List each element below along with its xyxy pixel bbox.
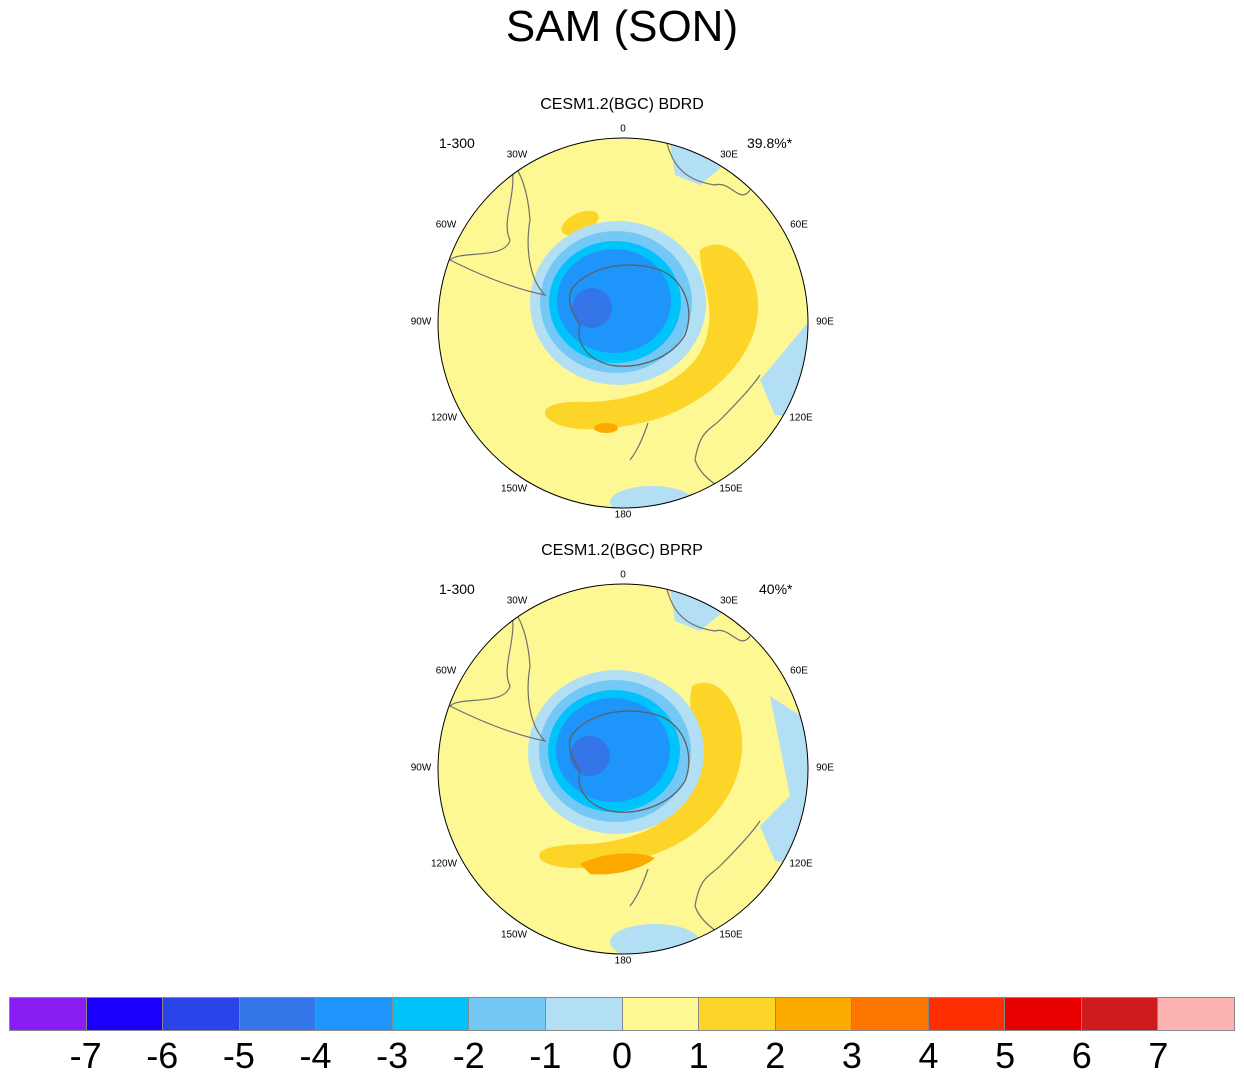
lon-label: 90W bbox=[410, 762, 432, 774]
colorbar-swatch bbox=[622, 998, 700, 1030]
negative-ring-4 bbox=[557, 249, 671, 353]
colorbar-swatch bbox=[852, 998, 929, 1030]
south-america-coast bbox=[448, 605, 547, 742]
colorbar-tick-label: -3 bbox=[376, 1035, 409, 1076]
colorbar-swatch bbox=[1005, 998, 1082, 1030]
lon-label: 120W bbox=[430, 858, 458, 870]
panel-title: CESM1.2(BGC) BDRD bbox=[540, 96, 704, 113]
negative-core bbox=[570, 736, 610, 776]
colorbar bbox=[9, 997, 1235, 1031]
colorbar-swatch bbox=[1158, 998, 1234, 1030]
colorbar-tick-label: 1 bbox=[688, 1035, 709, 1076]
lon-label: 60E bbox=[790, 665, 808, 677]
antarctica-coast bbox=[568, 264, 690, 367]
lon-label: 180 bbox=[614, 955, 632, 967]
lon-label: 60W bbox=[435, 219, 457, 231]
colorbar-tick-label: -7 bbox=[69, 1035, 102, 1076]
colorbar-swatch bbox=[392, 998, 470, 1030]
colorbar-swatch bbox=[10, 998, 87, 1030]
antarctica-coast bbox=[568, 710, 690, 813]
colorbar-tick-label: -1 bbox=[529, 1035, 562, 1076]
positive-anomaly-band bbox=[544, 244, 759, 430]
lon-label: 60W bbox=[435, 665, 457, 677]
australia-coast bbox=[694, 820, 761, 937]
lon-label: 120W bbox=[430, 412, 458, 424]
variance-label: 40%* bbox=[759, 581, 793, 597]
australia-coast bbox=[694, 374, 761, 491]
colorbar-tick-label: 0 bbox=[611, 1035, 633, 1076]
colorbar-swatch bbox=[316, 998, 393, 1030]
lon-label: 90E bbox=[816, 762, 834, 774]
colorbar-swatch bbox=[699, 998, 776, 1030]
years-label: 1-300 bbox=[439, 135, 475, 151]
negative-core bbox=[572, 288, 612, 328]
lon-label: 150E bbox=[719, 483, 743, 495]
lon-label: 60E bbox=[790, 219, 808, 231]
positive-anomaly-band bbox=[539, 682, 743, 869]
colorbar-tick-label: -2 bbox=[452, 1035, 485, 1076]
colorbar-tick-label: 7 bbox=[1148, 1035, 1169, 1076]
positive-anomaly-core bbox=[594, 423, 618, 433]
map-border bbox=[437, 583, 809, 955]
colorbar-tick-label: 5 bbox=[995, 1035, 1016, 1076]
lon-label: 120E bbox=[789, 412, 813, 424]
colorbar-tick-label: -5 bbox=[222, 1035, 255, 1076]
colorbar-tick-label: 6 bbox=[1071, 1035, 1092, 1076]
colorbar-tick-label: 2 bbox=[765, 1035, 786, 1076]
variance-label: 39.8%* bbox=[747, 135, 793, 151]
colorbar-tick-label: 4 bbox=[918, 1035, 939, 1076]
colorbar-swatch bbox=[163, 998, 240, 1030]
lon-label: 90W bbox=[410, 316, 432, 328]
positive-anomaly-core bbox=[580, 853, 655, 875]
new-zealand-coast bbox=[629, 422, 649, 461]
lon-label: 30W bbox=[506, 149, 528, 161]
figure-title: SAM (SON) bbox=[505, 2, 739, 51]
colorbar-tick-label: -6 bbox=[146, 1035, 179, 1076]
polar-map bbox=[437, 137, 809, 509]
colorbar-swatch bbox=[775, 998, 853, 1030]
south-america-coast bbox=[448, 159, 547, 296]
polar-map bbox=[437, 583, 809, 955]
years-label: 1-300 bbox=[439, 581, 475, 597]
lon-label: 150E bbox=[719, 929, 743, 941]
panel-title: CESM1.2(BGC) BPRP bbox=[541, 542, 703, 559]
lon-label: 30E bbox=[720, 595, 738, 607]
colorbar-tick-label: 3 bbox=[841, 1035, 862, 1076]
lon-label: 90E bbox=[816, 316, 834, 328]
new-zealand-coast bbox=[629, 868, 649, 907]
lon-label: 0 bbox=[620, 123, 626, 135]
lon-label: 30W bbox=[506, 595, 528, 607]
colorbar-swatch bbox=[239, 998, 317, 1030]
colorbar-swatch bbox=[86, 998, 164, 1030]
colorbar-swatch bbox=[1081, 998, 1159, 1030]
colorbar-swatch bbox=[545, 998, 623, 1030]
africa-coast bbox=[664, 138, 751, 196]
negative-anomaly-patch bbox=[610, 486, 694, 508]
colorbar-tick-label: -4 bbox=[299, 1035, 332, 1076]
map-border bbox=[437, 137, 809, 509]
colorbar-swatch bbox=[469, 998, 546, 1030]
africa-coast bbox=[664, 584, 751, 642]
lon-label: 30E bbox=[720, 149, 738, 161]
colorbar-swatch bbox=[928, 998, 1006, 1030]
lon-label: 0 bbox=[620, 569, 626, 581]
lon-label: 150W bbox=[500, 929, 528, 941]
lon-label: 120E bbox=[789, 858, 813, 870]
lon-label: 180 bbox=[614, 509, 632, 521]
lon-label: 150W bbox=[500, 483, 528, 495]
